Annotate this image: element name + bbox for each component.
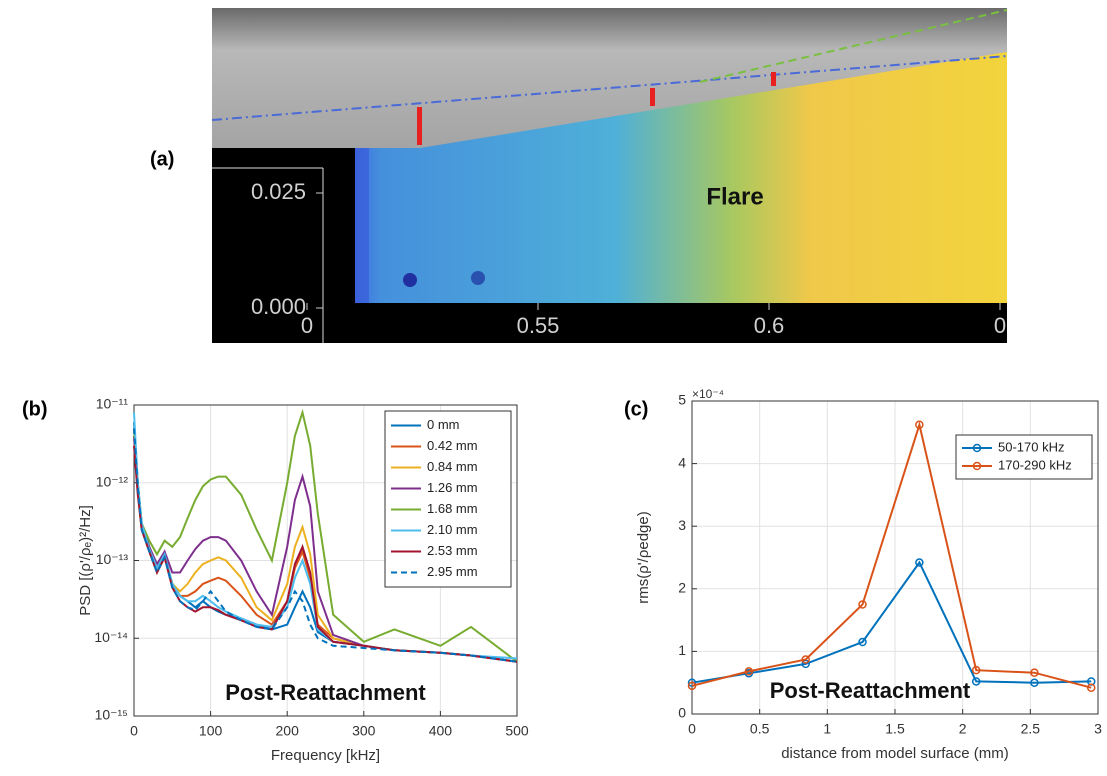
y-tick-label: 2 xyxy=(678,580,686,596)
y-tick-label: 10⁻¹¹ xyxy=(96,396,129,412)
data-point xyxy=(687,681,697,691)
axes-box xyxy=(691,400,1099,715)
x-axis-label: Frequency [kHz] xyxy=(271,747,380,764)
legend-label: 2.10 mm xyxy=(427,522,478,537)
y-axis-label: PSD [(ρ'/ρₑ)²/Hz] xyxy=(77,505,94,616)
x-tick-label: 200 xyxy=(276,723,300,739)
annotation: Post-Reattachment xyxy=(770,678,971,703)
legend-label: 1.26 mm xyxy=(427,480,478,495)
y-tick-label: 0 xyxy=(678,705,686,721)
series-line xyxy=(691,421,1092,689)
marker xyxy=(650,88,655,106)
y-axis-label: rms(ρ'/ρedge) xyxy=(635,511,652,603)
x-tick-label: 0 xyxy=(301,313,313,338)
shock-line xyxy=(699,9,1008,83)
x-tick-label: 400 xyxy=(429,723,453,739)
port xyxy=(471,271,485,285)
x-tick-label: 0.5 xyxy=(750,721,770,737)
data-point xyxy=(744,667,754,676)
y-tick-label: 5 xyxy=(678,392,686,408)
legend-label: 2.53 mm xyxy=(427,543,478,558)
data-point xyxy=(801,655,810,664)
legend-label: 2.95 mm xyxy=(427,564,478,579)
data-point xyxy=(971,665,981,675)
y-tick-label: 0.000 xyxy=(251,294,306,319)
data-point xyxy=(971,677,981,686)
x-tick-label: 1 xyxy=(823,721,831,737)
y-tick-label: 10⁻¹⁴ xyxy=(94,629,128,645)
image-panel xyxy=(211,8,1008,343)
marker xyxy=(771,72,776,86)
x-tick-label: 2 xyxy=(959,721,967,737)
legend-label: 1.68 mm xyxy=(427,501,478,516)
panel-label: (a) xyxy=(150,148,174,170)
y-tick-label: 3 xyxy=(678,517,686,533)
x-tick-label: 3 xyxy=(1094,721,1102,737)
axes-box xyxy=(133,404,518,717)
series-line xyxy=(691,560,1092,684)
y-tick-label: 4 xyxy=(678,454,686,470)
x-tick-label: 0.55 xyxy=(517,313,560,338)
legend-label: 0.84 mm xyxy=(427,459,478,474)
legend-box xyxy=(384,410,512,588)
x-tick-label: 0 xyxy=(130,723,138,739)
legend-box xyxy=(955,434,1093,480)
annotation: Post-Reattachment xyxy=(225,680,426,705)
legend-label: 50-170 kHz xyxy=(998,439,1064,454)
panel-label: (c) xyxy=(624,398,648,420)
legend-marker xyxy=(972,443,982,453)
port xyxy=(403,273,417,287)
x-tick-label: 0 xyxy=(688,721,696,737)
data-point xyxy=(915,558,924,567)
series-line xyxy=(133,428,518,663)
flare-edge xyxy=(355,148,369,303)
shock-line xyxy=(211,55,1008,121)
y-tick-label: 10⁻¹³ xyxy=(96,551,129,567)
y-multiplier: ×10⁻⁴ xyxy=(692,387,724,401)
x-tick-label: 500 xyxy=(505,723,529,739)
data-point xyxy=(915,420,924,430)
legend-marker xyxy=(972,461,982,471)
data-point xyxy=(858,600,867,609)
x-tick-label: 0 xyxy=(994,313,1006,338)
y-tick-label: 1 xyxy=(678,642,686,658)
legend-label: 0.42 mm xyxy=(427,438,478,453)
y-tick-label: 10⁻¹² xyxy=(96,473,129,489)
annotation: Flare xyxy=(706,183,763,210)
data-point xyxy=(1030,678,1039,687)
y-tick-label: 0.025 xyxy=(251,179,306,204)
x-tick-label: 1.5 xyxy=(885,721,905,737)
y-tick-label: 10⁻¹⁵ xyxy=(95,707,128,723)
x-tick-label: 2.5 xyxy=(1021,721,1041,737)
panel-label: (b) xyxy=(22,398,48,420)
data-point xyxy=(858,637,867,647)
x-tick-label: 100 xyxy=(199,723,223,739)
x-tick-label: 300 xyxy=(352,723,376,739)
marker xyxy=(417,107,422,145)
legend-label: 0 mm xyxy=(427,417,460,432)
series-line xyxy=(133,408,518,663)
series-line xyxy=(133,435,518,663)
x-tick-label: 0.6 xyxy=(754,313,785,338)
legend-label: 170-290 kHz xyxy=(998,457,1072,472)
x-axis-label: distance from model surface (mm) xyxy=(781,745,1009,762)
data-point xyxy=(1086,683,1096,692)
flare-field xyxy=(355,52,1007,303)
data-point xyxy=(1030,668,1039,677)
data-point xyxy=(687,678,697,687)
